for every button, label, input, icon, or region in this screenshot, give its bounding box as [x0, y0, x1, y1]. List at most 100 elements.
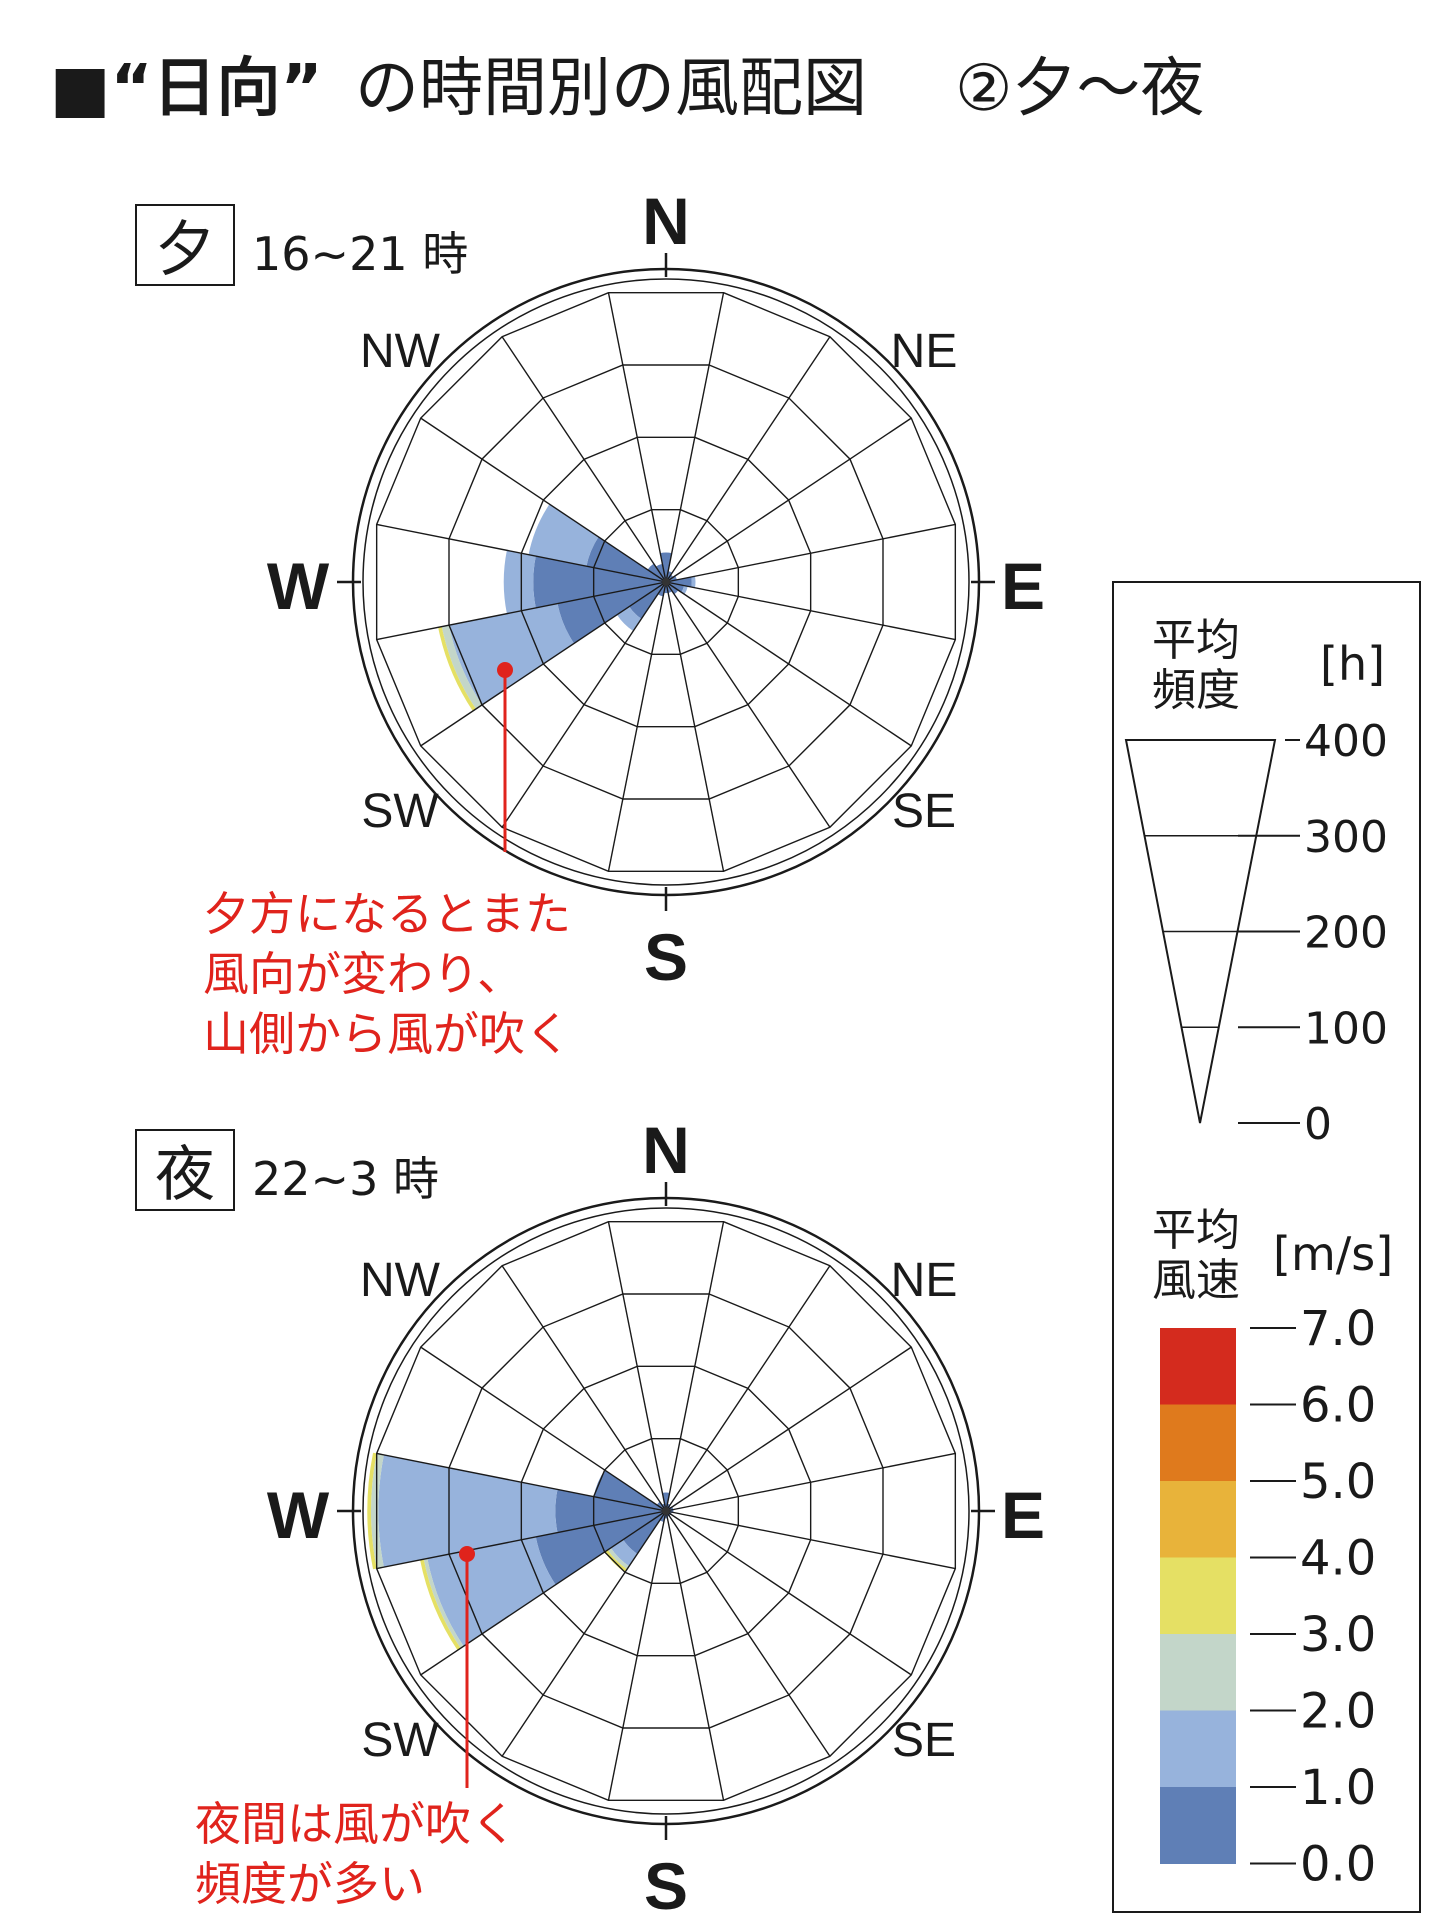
bar-ESE-1.0-2.0	[681, 585, 688, 595]
label-SW: SW	[361, 1714, 439, 1767]
annotation-line-3: 山側から風が吹く	[203, 1007, 571, 1061]
page-title: ■“日向” の時間別の風配図 ②夕〜夜	[50, 52, 1204, 126]
label-SE: SE	[892, 1714, 956, 1767]
label-NE: NE	[891, 325, 958, 378]
grid-spoke	[665, 336, 831, 583]
freq-ticks: 400 300 200 100 0	[1144, 716, 1388, 1150]
grid-spoke	[665, 1510, 725, 1801]
speed-scale: 7.0 6.0 5.0 4.0 3.0 2.0 1.0 0.0	[1160, 1301, 1376, 1893]
bar-W-1.0-2.0	[378, 1454, 558, 1568]
grid-spoke	[665, 581, 912, 747]
bar-SW-1.0-2.0	[610, 1539, 638, 1567]
speed-tick-label: 3.0	[1300, 1607, 1376, 1663]
grid-spoke	[376, 581, 667, 641]
speed-swatch	[1160, 1481, 1236, 1558]
title-prefix: ■“日向”	[50, 52, 323, 126]
speed-tick-label: 0.0	[1300, 1837, 1376, 1893]
badge-box	[135, 204, 235, 286]
bar-WNW-0.0-1.0	[593, 1470, 666, 1511]
annotation-line-1: 夕方になるとまた	[203, 887, 571, 941]
speed-tick-label: 6.0	[1300, 1378, 1376, 1434]
bar-W-1.0-2.0	[503, 550, 536, 614]
freq-unit: [h]	[1320, 637, 1385, 691]
grid-spoke	[665, 1452, 956, 1512]
bar-N-0.0-1.0	[662, 1492, 670, 1511]
inner-ring	[362, 1207, 970, 1815]
freq-tick-label: 200	[1304, 908, 1388, 959]
bar-WSW-1.0-2.0	[427, 1536, 556, 1647]
label-N: N	[642, 1113, 690, 1187]
grid-spoke	[420, 1510, 667, 1676]
center-dot	[662, 1507, 670, 1515]
freq-tick-label: 400	[1304, 716, 1388, 767]
bar-SW-2.0-3.0	[607, 1547, 630, 1570]
grid-spoke	[665, 581, 725, 872]
freq-tick-label: 300	[1304, 812, 1388, 863]
grid-spoke	[420, 417, 667, 583]
grid-spoke	[501, 1265, 667, 1512]
bar-SW-1.0-2.0	[616, 606, 642, 632]
speed-swatch	[1160, 1710, 1236, 1788]
bar-WSW-1.0-2.0	[449, 603, 575, 705]
bar-WSW-0.0-1.0	[557, 582, 666, 644]
grid-spoke	[665, 1346, 912, 1512]
label-E: E	[1001, 1478, 1045, 1552]
annotation-dot	[497, 662, 513, 678]
grid-spoke	[376, 1510, 667, 1570]
speed-title-1: 平均	[1152, 1205, 1240, 1256]
speed-unit: [m/s]	[1273, 1227, 1393, 1281]
bar-SW-0.0-1.0	[623, 1511, 666, 1554]
speed-tick-label: 1.0	[1300, 1760, 1376, 1816]
bar-N-0.0-1.0	[660, 552, 672, 582]
bar-W-0.0-1.0	[555, 1489, 666, 1533]
badge-night: 夜	[155, 1140, 215, 1210]
grid-spoke	[665, 1510, 912, 1676]
label-NE: NE	[891, 1254, 958, 1307]
speed-swatch	[1160, 1787, 1236, 1864]
bar-SW-0.0-1.0	[629, 582, 666, 619]
title-main: の時間別の風配図	[355, 52, 867, 126]
grid-spoke	[420, 1346, 667, 1512]
annotation-dot	[459, 1546, 475, 1562]
bar-WSW-2.0-3.0	[441, 625, 483, 710]
label-E: E	[1001, 549, 1045, 623]
speed-swatch	[1160, 1328, 1236, 1405]
grid-spoke	[607, 1510, 667, 1801]
bar-WSW-3.0-4.0	[420, 1559, 461, 1651]
bar-NW-0.0-1.0	[647, 563, 666, 582]
label-S: S	[644, 1849, 688, 1920]
legend: 平均 頻度 [h] 400 300 200 100 0 平均 風速 [m/s] 7.0 6…	[1112, 581, 1421, 1913]
bar-W-2.0-3.0	[370, 1453, 384, 1569]
grid-spoke	[665, 1510, 956, 1570]
grid-spoke	[501, 336, 667, 583]
grid-spoke	[607, 1221, 667, 1512]
bar-W-0.0-1.0	[533, 556, 666, 608]
badge-evening: 夕	[155, 215, 215, 285]
hours-night: 22~3 時	[252, 1152, 439, 1206]
speed-tick-label: 7.0	[1300, 1301, 1376, 1357]
bar-E-1.0-2.0	[691, 576, 696, 588]
label-W: W	[267, 1478, 330, 1552]
grid-spoke	[665, 1265, 831, 1512]
speed-tick-label: 4.0	[1300, 1531, 1376, 1587]
bar-WNW-0.0-1.0	[586, 536, 666, 582]
annotation-line-1: 夜間は風が吹く	[195, 1797, 517, 1851]
bar-SW-3.0-4.0	[604, 1549, 628, 1573]
annotation-line-2: 風向が変わり、	[203, 947, 523, 1001]
grid-spoke	[665, 581, 831, 828]
bar-SE-0.0-1.0	[666, 582, 679, 595]
freq-tick-label: 0	[1304, 1099, 1332, 1150]
bar-WNW-1.0-2.0	[528, 504, 599, 567]
grid-spoke	[665, 417, 912, 583]
grid-spoke	[665, 1221, 725, 1512]
freq-tick-label: 100	[1304, 1003, 1388, 1054]
label-S: S	[644, 920, 688, 994]
speed-swatch	[1160, 1557, 1236, 1635]
grid-spoke	[665, 523, 956, 583]
label-N: N	[642, 184, 690, 258]
